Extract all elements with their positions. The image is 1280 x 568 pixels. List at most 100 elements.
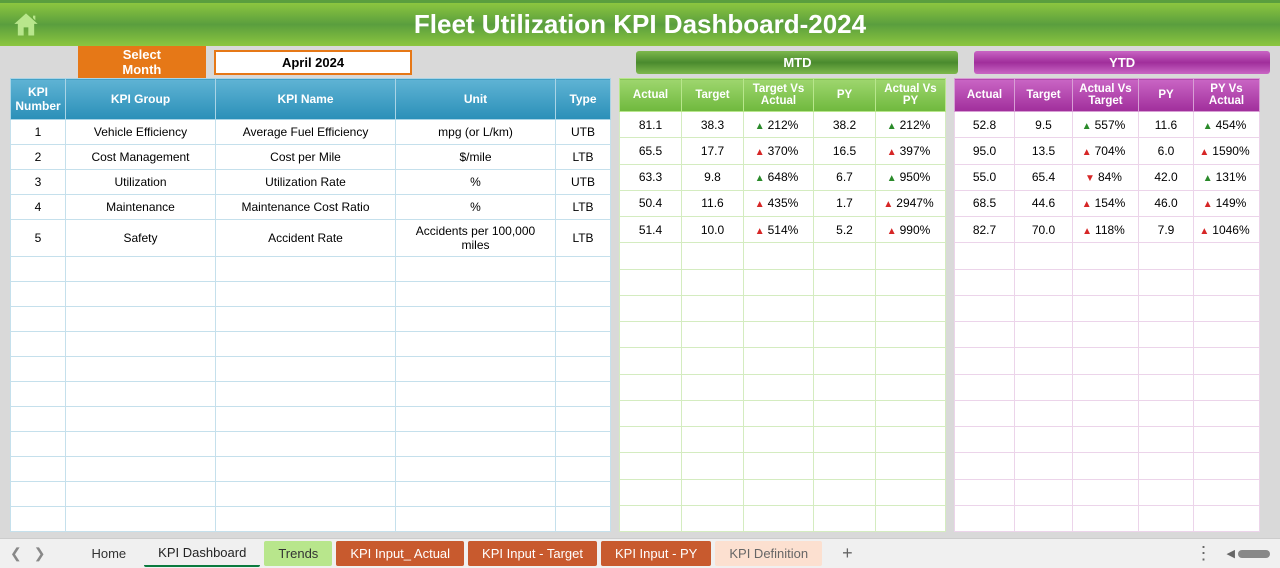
table-row[interactable] [620,322,946,348]
table-row[interactable] [11,357,611,382]
table-row[interactable]: 82.7 70.0 ▲118% 7.9 ▲1046% [955,217,1260,243]
col-unit: Unit [396,79,556,120]
table-row[interactable] [955,505,1260,531]
triangle-up-icon: ▲ [1082,226,1092,237]
tab-nav-next-icon[interactable]: ❯ [34,545,46,562]
table-row[interactable]: 81.1 38.3 ▲212% 38.2 ▲212% [620,112,946,138]
table-row[interactable] [11,382,611,407]
tab-nav-prev-icon[interactable]: ❮ [10,545,22,562]
table-row[interactable]: 63.3 9.8 ▲648% 6.7 ▲950% [620,164,946,190]
table-row[interactable]: 1 Vehicle Efficiency Average Fuel Effici… [11,120,611,145]
table-row[interactable] [620,479,946,505]
ytd-avt-cell: ▲704% [1073,138,1139,164]
table-row[interactable] [620,374,946,400]
table-row[interactable] [955,427,1260,453]
table-row[interactable] [620,505,946,531]
table-row[interactable] [11,282,611,307]
mtd-avp-cell: ▲990% [876,217,946,243]
table-row[interactable] [955,269,1260,295]
month-display[interactable]: April 2024 [214,50,413,75]
table-row[interactable] [620,295,946,321]
table-row[interactable] [11,507,611,532]
tab-trends[interactable]: Trends [264,541,332,566]
table-row[interactable] [11,407,611,432]
ytd-target-cell: 70.0 [1015,217,1073,243]
kpi-number-cell: 4 [11,195,66,220]
table-row[interactable] [620,400,946,426]
mtd-py-cell: 16.5 [814,138,876,164]
table-row[interactable] [11,332,611,357]
table-row[interactable]: 68.5 44.6 ▲154% 46.0 ▲149% [955,190,1260,216]
col-kpi-group: KPI Group [66,79,216,120]
table-row[interactable] [955,295,1260,321]
mtd-actual-cell: 51.4 [620,217,682,243]
mtd-avp-cell: ▲212% [876,112,946,138]
table-row[interactable]: 55.0 65.4 ▼84% 42.0 ▲131% [955,164,1260,190]
kpi-group-cell: Safety [66,220,216,257]
mtd-target-cell: 10.0 [682,217,744,243]
table-row[interactable] [955,453,1260,479]
kpi-name-cell: Utilization Rate [216,170,396,195]
table-row[interactable] [955,322,1260,348]
table-row[interactable] [11,432,611,457]
ytd-avt-cell: ▼84% [1073,164,1139,190]
table-row[interactable] [11,257,611,282]
controls-row: Select Month April 2024 MTD YTD [0,46,1280,78]
kpi-type-cell: LTB [556,145,611,170]
table-row[interactable] [11,482,611,507]
ytd-col-pva: PY Vs Actual [1194,79,1260,112]
ytd-pva-cell: ▲149% [1194,190,1260,216]
mtd-tva-cell: ▲648% [744,164,814,190]
tab-home[interactable]: Home [77,541,140,566]
tab-kpi-dashboard[interactable]: KPI Dashboard [144,540,260,567]
table-row[interactable] [620,427,946,453]
triangle-up-icon: ▲ [1199,147,1209,158]
table-row[interactable]: 3 Utilization Utilization Rate % UTB [11,170,611,195]
table-row[interactable] [11,307,611,332]
table-row[interactable] [955,348,1260,374]
table-row[interactable]: 52.8 9.5 ▲557% 11.6 ▲454% [955,112,1260,138]
table-row[interactable] [620,348,946,374]
select-month-button[interactable]: Select Month [78,43,206,81]
mtd-col-target: Target [682,79,744,112]
triangle-up-icon: ▲ [755,147,765,158]
table-row[interactable]: 65.5 17.7 ▲370% 16.5 ▲397% [620,138,946,164]
table-row[interactable] [955,374,1260,400]
mtd-actual-cell: 63.3 [620,164,682,190]
table-row[interactable] [620,453,946,479]
mtd-actual-cell: 81.1 [620,112,682,138]
mtd-table: Actual Target Target Vs Actual PY Actual… [619,78,946,532]
kpi-unit-cell: % [396,170,556,195]
table-row[interactable]: 2 Cost Management Cost per Mile $/mile L… [11,145,611,170]
ytd-table: Actual Target Actual Vs Target PY PY Vs … [954,78,1260,532]
tab-kpi-input-actual[interactable]: KPI Input_ Actual [336,541,464,566]
table-row[interactable]: 4 Maintenance Maintenance Cost Ratio % L… [11,195,611,220]
table-row[interactable] [955,479,1260,505]
add-sheet-icon[interactable]: + [842,543,853,564]
tab-kpi-input-py[interactable]: KPI Input - PY [601,541,711,566]
table-row[interactable]: 51.4 10.0 ▲514% 5.2 ▲990% [620,217,946,243]
table-row[interactable]: 95.0 13.5 ▲704% 6.0 ▲1590% [955,138,1260,164]
mtd-col-tva: Target Vs Actual [744,79,814,112]
home-icon[interactable] [12,11,40,39]
table-row[interactable]: 5 Safety Accident Rate Accidents per 100… [11,220,611,257]
mtd-tva-cell: ▲212% [744,112,814,138]
mtd-target-cell: 17.7 [682,138,744,164]
table-row[interactable]: 50.4 11.6 ▲435% 1.7 ▲2947% [620,190,946,216]
table-row[interactable] [620,269,946,295]
table-row[interactable] [11,457,611,482]
table-row[interactable] [955,243,1260,269]
tab-kpi-definition[interactable]: KPI Definition [715,541,822,566]
tab-kpi-input-target[interactable]: KPI Input - Target [468,541,597,566]
triangle-up-icon: ▲ [1199,226,1209,237]
table-row[interactable] [620,243,946,269]
kpi-unit-cell: Accidents per 100,000 miles [396,220,556,257]
triangle-down-icon: ▼ [1085,173,1095,184]
kpi-unit-cell: $/mile [396,145,556,170]
table-row[interactable] [955,400,1260,426]
kpi-definition-table: KPI Number KPI Group KPI Name Unit Type … [10,78,611,532]
more-options-icon[interactable]: ⋮ [1195,543,1213,564]
horizontal-scroll[interactable]: ◀ [1227,547,1270,560]
col-kpi-number: KPI Number [11,79,66,120]
ytd-py-cell: 6.0 [1139,138,1194,164]
